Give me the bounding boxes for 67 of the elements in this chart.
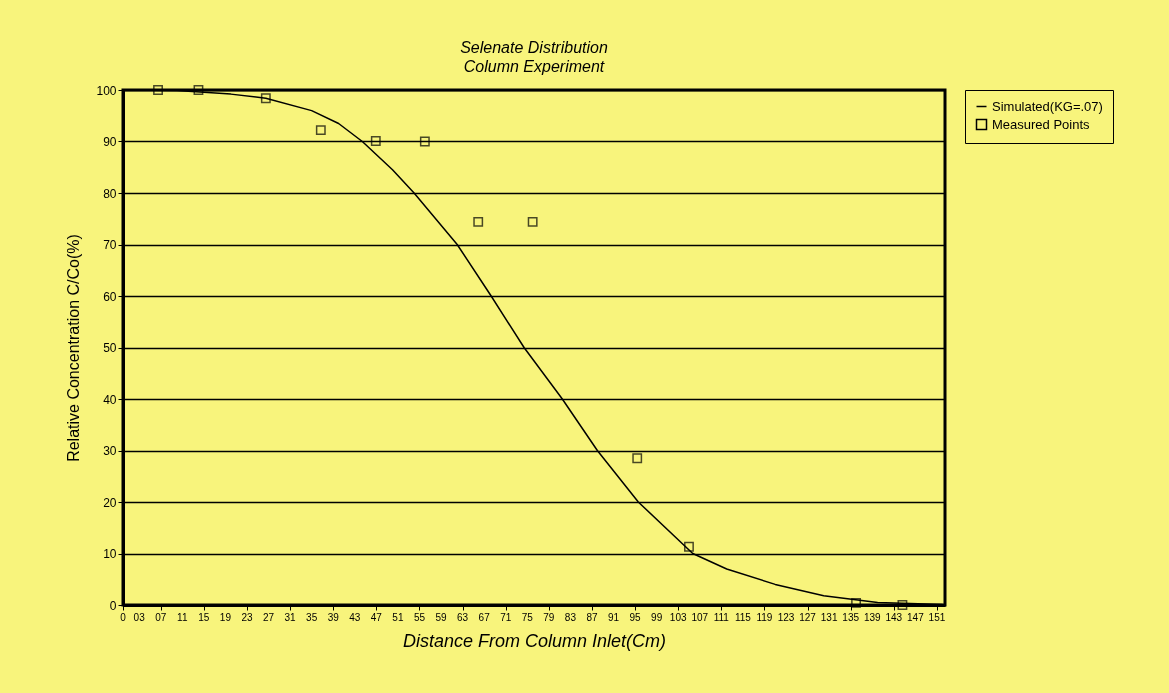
y-tick-label: 40 <box>103 392 117 407</box>
x-tick-label: 139 <box>863 612 882 623</box>
point <box>419 136 430 147</box>
point <box>370 136 381 146</box>
x-tick-label: 19 <box>219 612 232 623</box>
y-axis-title: Relative Concentration C/Co(%) <box>65 234 83 462</box>
x-tick-label: 55 <box>413 612 426 623</box>
x-tick-label: 87 <box>586 612 598 623</box>
point <box>632 453 643 464</box>
point <box>473 216 484 227</box>
x-tick-label: 111 <box>713 612 730 623</box>
y-tick-label: 70 <box>103 238 117 252</box>
x-axis-title: Distance From Column Inlet(Cm) <box>402 631 667 651</box>
y-tick-label: 80 <box>103 186 117 201</box>
point <box>315 125 326 136</box>
x-tick-label: 151 <box>928 612 946 623</box>
x-tick-label: 51 <box>392 612 404 623</box>
x-tick-label: 15 <box>198 612 210 623</box>
x-tick-label: 83 <box>564 612 577 623</box>
legend-label: Measured Points <box>992 116 1091 132</box>
x-tick-label: 47 <box>370 612 383 623</box>
y-tick-label: 30 <box>103 444 117 458</box>
x-tick-label: 71 <box>500 612 512 623</box>
x-tick-label: 31 <box>284 612 297 623</box>
x-tick-label: 75 <box>521 612 534 623</box>
x-tick-label: 67 <box>478 612 491 623</box>
x-tick-label: 39 <box>327 612 340 623</box>
point <box>260 93 271 104</box>
x-tick-label: 103 <box>669 612 687 623</box>
x-tick-label: 63 <box>457 612 469 623</box>
x-tick-label: 107 <box>691 612 709 623</box>
y-tick-label: 10 <box>103 547 117 561</box>
x-tick-label: 115 <box>734 612 752 623</box>
y-tick-label: 20 <box>103 495 117 510</box>
y-tick-label: 60 <box>103 289 117 304</box>
y-tick-label: 100 <box>96 83 117 98</box>
x-tick-label: 143 <box>885 612 903 623</box>
x-tick-label: 03 <box>133 612 146 623</box>
x-tick-label: 91 <box>607 612 620 623</box>
x-tick-label: 43 <box>349 612 361 623</box>
x-tick-label: 35 <box>306 612 318 623</box>
y-tick-label: 50 <box>103 341 117 355</box>
x-tick-label: 99 <box>651 612 663 623</box>
x-tick-label: 0 <box>120 612 127 623</box>
x-tick-label: 59 <box>435 612 448 623</box>
x-tick-label: 135 <box>842 612 860 623</box>
x-tick-label: 119 <box>756 612 773 623</box>
x-tick-label: 07 <box>155 612 167 623</box>
point <box>897 600 908 610</box>
x-tick-label: 95 <box>629 612 642 623</box>
chart-title: Selenate Distribution <box>460 38 608 56</box>
point <box>684 541 694 552</box>
x-tick-label: 27 <box>262 612 275 623</box>
x-tick-label: 79 <box>543 612 555 623</box>
x-tick-label: 147 <box>907 612 925 623</box>
x-tick-label: 11 <box>177 612 188 623</box>
x-tick-label: 131 <box>820 612 838 623</box>
x-tick-label: 23 <box>241 612 253 623</box>
x-tick-label: 123 <box>777 612 795 623</box>
chart-subtitle: Column Experiment <box>463 57 605 75</box>
x-tick-label: 127 <box>799 612 817 623</box>
legend-label: Simulated(KG=.07) <box>992 98 1103 114</box>
point <box>153 85 163 95</box>
point <box>193 85 204 95</box>
y-tick-label: 90 <box>103 135 117 149</box>
y-tick-label: 0 <box>109 598 117 613</box>
point <box>527 216 538 227</box>
